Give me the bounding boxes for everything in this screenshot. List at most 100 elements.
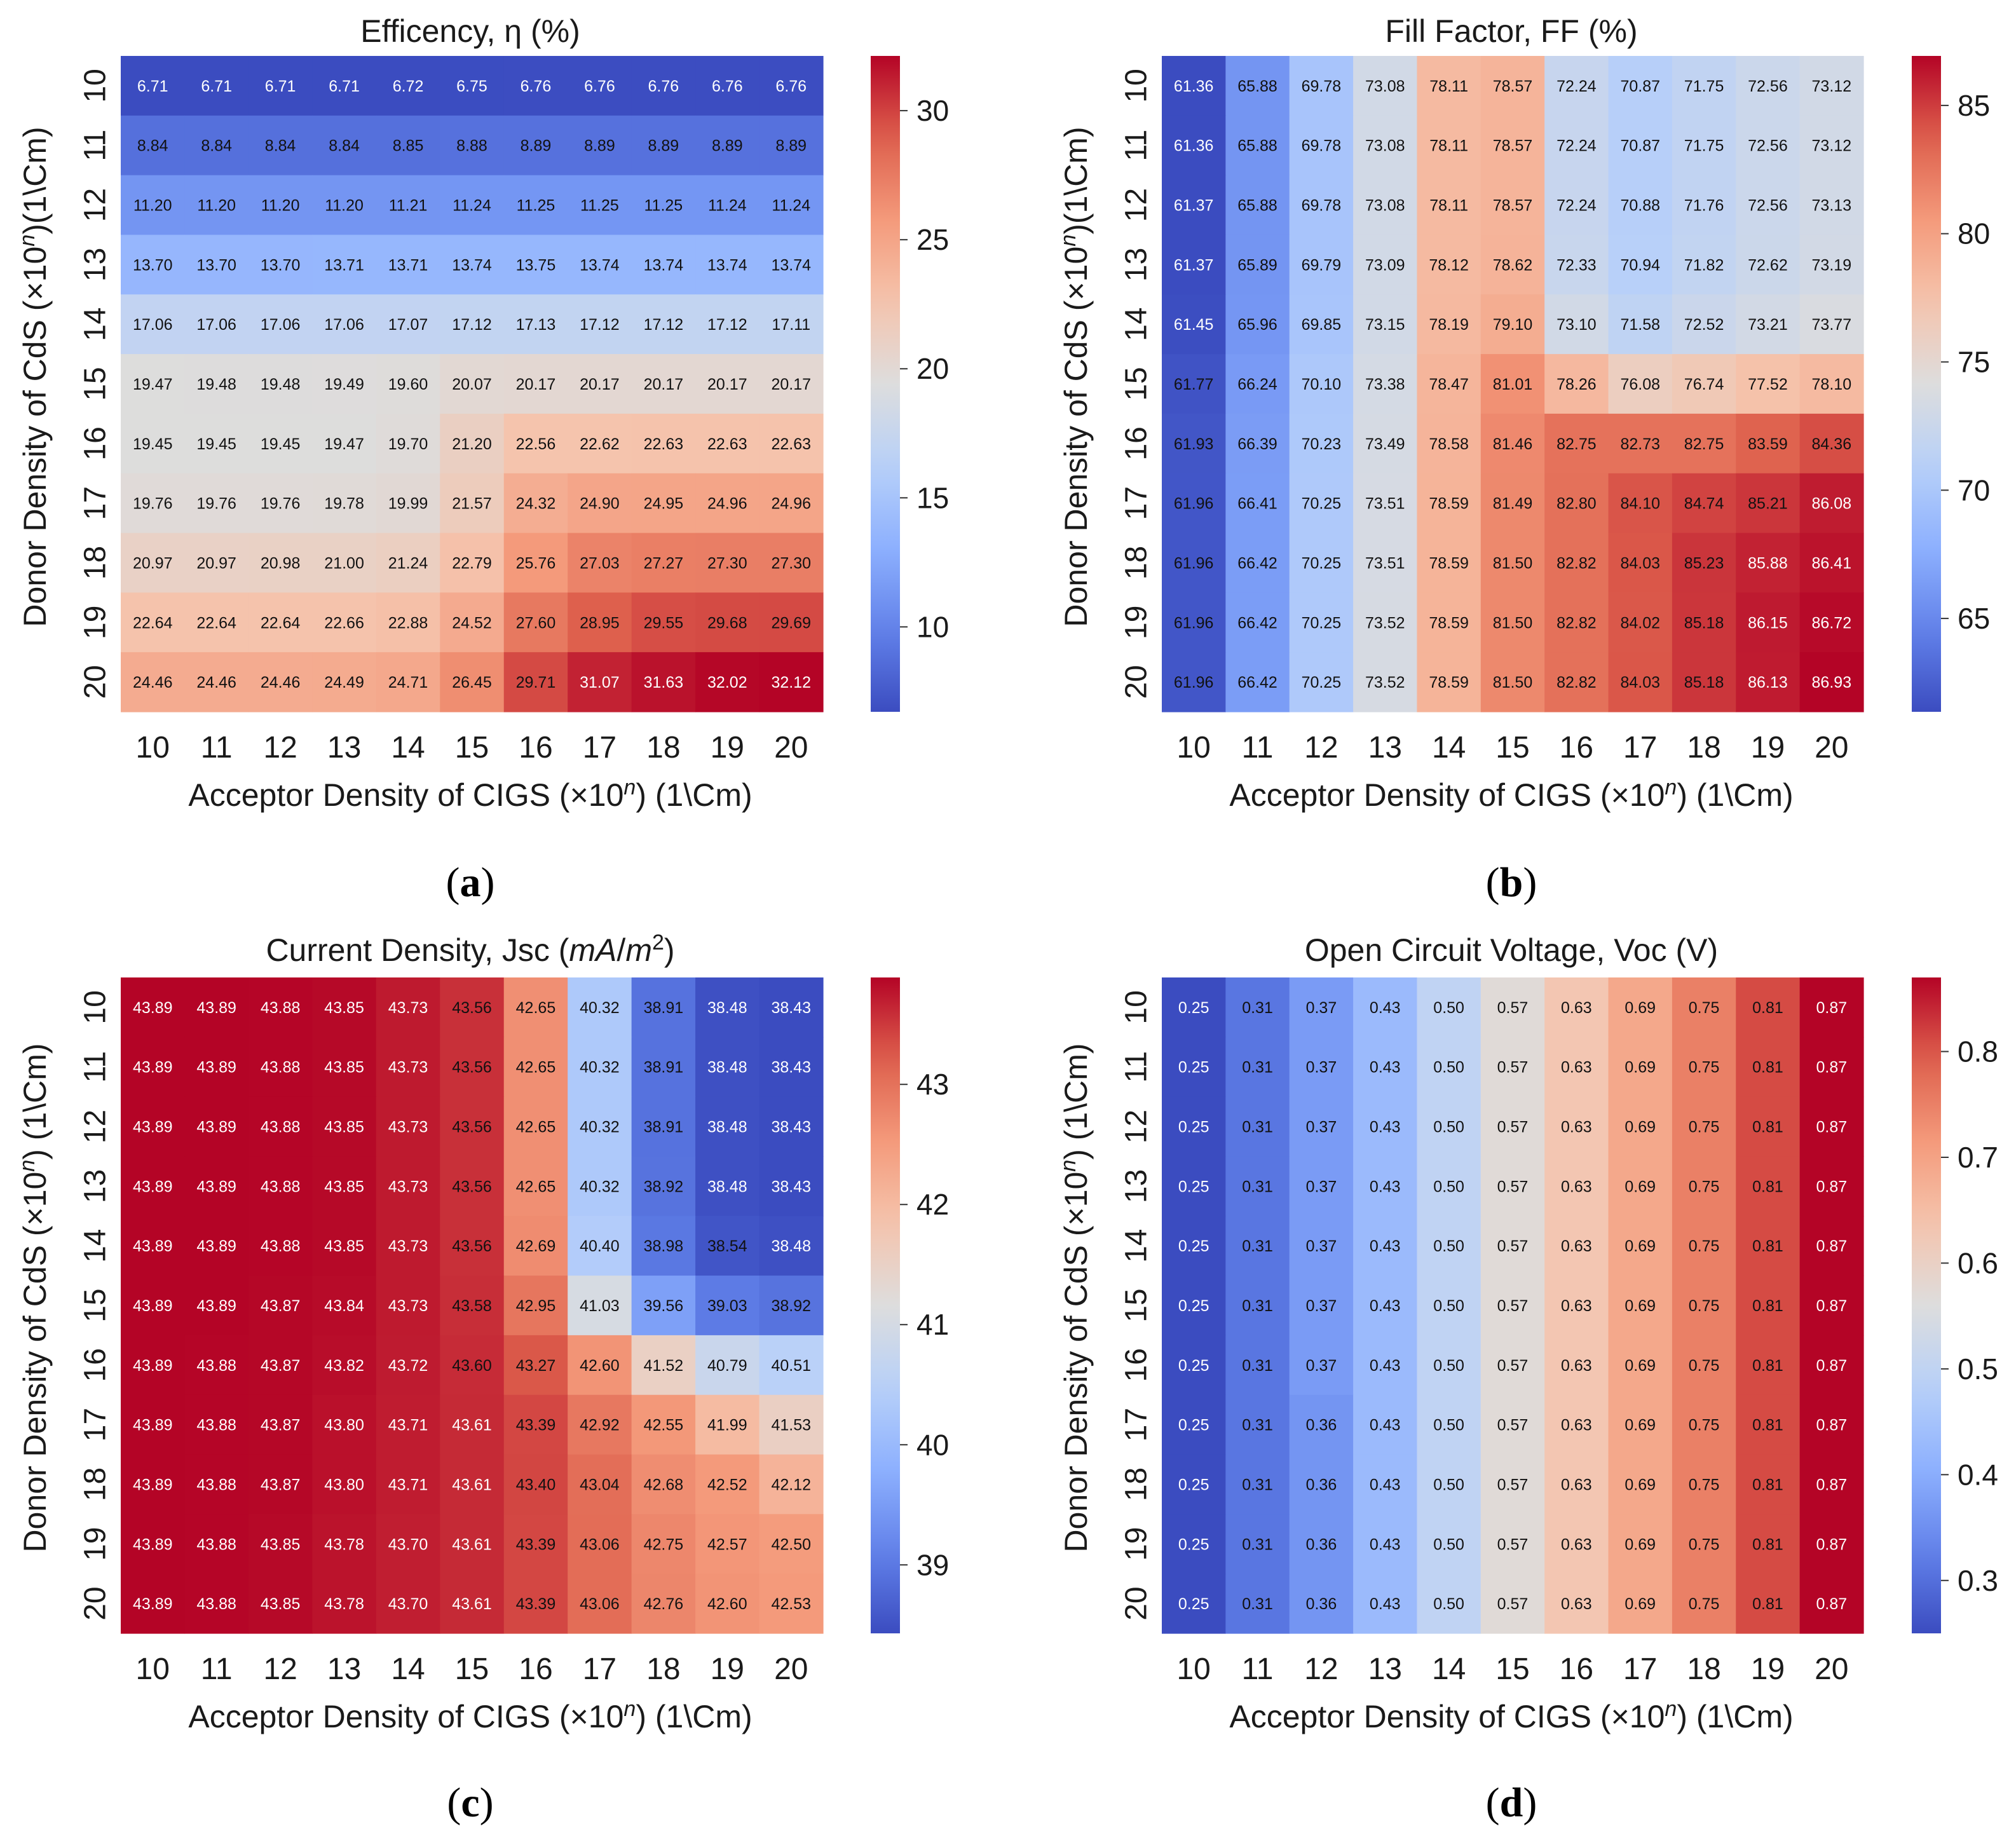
y-tick-label: 19 (79, 1527, 112, 1561)
panel-a-colorbar-ticks: 10 15 20 25 30 (900, 94, 949, 643)
cell-value-label: 11.21 (389, 197, 428, 215)
heatmap-cell (1162, 1454, 1226, 1515)
heatmap-cell (121, 115, 186, 176)
heatmap-cell (1736, 1096, 1801, 1157)
heatmap-cell (568, 56, 632, 116)
cell-value-label: 0.63 (1561, 1237, 1592, 1255)
heatmap-cell (1289, 115, 1354, 176)
cell-value-label: 43.88 (261, 999, 301, 1017)
heatmap-cell (184, 977, 249, 1038)
cell-value-label: 6.71 (329, 78, 360, 95)
heatmap-cell (1225, 1276, 1290, 1336)
cell-value-label: 43.88 (196, 1535, 236, 1553)
heatmap-cell (376, 1037, 440, 1098)
heatmap-cell (440, 1037, 505, 1098)
cell-value-label: 13.75 (516, 256, 556, 274)
heatmap-cell (1799, 977, 1864, 1038)
y-tick-label: 12 (1119, 188, 1153, 222)
cell-value-label: 0.43 (1370, 1417, 1401, 1434)
heatmap-cell (759, 1574, 824, 1634)
cell-value-label: 78.59 (1429, 674, 1469, 691)
heatmap-cell (568, 115, 632, 176)
cell-value-label: 32.12 (771, 674, 811, 691)
heatmap-cell (1289, 473, 1354, 534)
heatmap-cell (1480, 1454, 1545, 1515)
cell-value-label: 21.20 (452, 435, 492, 453)
heatmap-cell (248, 473, 313, 534)
heatmap-cell (121, 592, 186, 653)
cell-value-label: 11.20 (133, 197, 172, 215)
x-tick-label: 17 (583, 1652, 616, 1686)
cell-value-label: 29.55 (644, 614, 684, 632)
heatmap-cell (1544, 1454, 1609, 1515)
cell-value-label: 6.76 (584, 78, 615, 95)
heatmap-cell (631, 1335, 696, 1396)
heatmap-cell (440, 1096, 505, 1157)
heatmap-cell (312, 1335, 377, 1396)
heatmap-cell (1417, 354, 1481, 414)
heatmap-cell (631, 413, 696, 474)
heatmap-cell (1417, 1574, 1481, 1634)
cell-value-label: 0.75 (1689, 1357, 1720, 1375)
heatmap-cell (376, 1335, 440, 1396)
heatmap-cell (631, 1514, 696, 1574)
cell-value-label: 41.03 (580, 1297, 620, 1315)
cell-value-label: 41.53 (771, 1417, 811, 1434)
heatmap-cell (1544, 56, 1609, 116)
cell-value-label: 22.63 (644, 435, 684, 453)
cell-value-label: 85.88 (1748, 554, 1788, 572)
cell-value-label: 19.70 (388, 435, 428, 453)
panel-c-y-label: Donor Density of CdS (×10n) (1\Cm) (15, 1043, 53, 1552)
heatmap-cell (1289, 413, 1354, 474)
cell-value-label: 43.85 (324, 1059, 364, 1077)
cell-value-label: 0.57 (1497, 1059, 1529, 1077)
colorbar-tick-label: 20 (916, 352, 949, 385)
cell-value-label: 39.03 (707, 1297, 747, 1315)
cell-value-label: 11.25 (580, 197, 619, 215)
cell-value-label: 81.46 (1493, 435, 1533, 453)
cell-value-label: 43.71 (388, 1476, 428, 1494)
x-tick-label: 15 (1495, 731, 1529, 765)
cell-value-label: 43.61 (452, 1595, 492, 1613)
cell-value-label: 24.95 (644, 495, 684, 513)
cell-value-label: 19.99 (388, 495, 428, 513)
cell-value-label: 17.12 (580, 316, 620, 334)
heatmap-cell (1736, 413, 1801, 474)
cell-value-label: 73.19 (1812, 256, 1852, 274)
heatmap-cell (503, 115, 568, 176)
panel-d-x-ticks: 10 11 12 13 14 15 16 17 18 19 20 (1176, 1652, 1848, 1686)
heatmap-cell (1225, 1514, 1290, 1574)
heatmap-cell (440, 115, 505, 176)
heatmap-cell (695, 413, 760, 474)
heatmap-cell (121, 1394, 186, 1455)
x-tick-label: 11 (1242, 731, 1274, 765)
heatmap-cell (1672, 175, 1736, 236)
colorbar-tick-label: 41 (916, 1308, 949, 1341)
cell-value-label: 0.43 (1370, 1119, 1401, 1136)
heatmap-cell (1736, 1454, 1801, 1515)
y-tick-label: 10 (1119, 69, 1153, 102)
cell-value-label: 6.71 (137, 78, 168, 95)
heatmap-cell (568, 1394, 632, 1455)
heatmap-cell (184, 473, 249, 534)
cell-value-label: 0.43 (1370, 1476, 1401, 1494)
cell-value-label: 42.50 (771, 1535, 811, 1553)
x-tick-label: 15 (455, 1652, 489, 1686)
cell-value-label: 17.12 (707, 316, 747, 334)
cell-value-label: 13.71 (388, 256, 428, 274)
heatmap-cell (759, 1276, 824, 1336)
panel-a-grid: 6.71 6.71 6.71 6.71 6.72 6.75 6.76 6.76 6.76 6.76… (121, 56, 824, 712)
cell-value-label: 39.56 (644, 1297, 684, 1315)
heatmap-cell (312, 175, 377, 236)
heatmap-cell (695, 1514, 760, 1574)
y-tick-label: 16 (78, 426, 112, 460)
heatmap-cell (376, 473, 440, 534)
heatmap-cell (1799, 1096, 1864, 1157)
heatmap-cell (1608, 115, 1673, 176)
cell-value-label: 0.43 (1370, 999, 1401, 1017)
cell-value-label: 0.69 (1624, 999, 1656, 1017)
colorbar-tick-label: 0.3 (1958, 1564, 1998, 1597)
heatmap-cell (1480, 294, 1545, 355)
heatmap-cell (1162, 175, 1226, 236)
cell-value-label: 6.71 (201, 78, 232, 95)
